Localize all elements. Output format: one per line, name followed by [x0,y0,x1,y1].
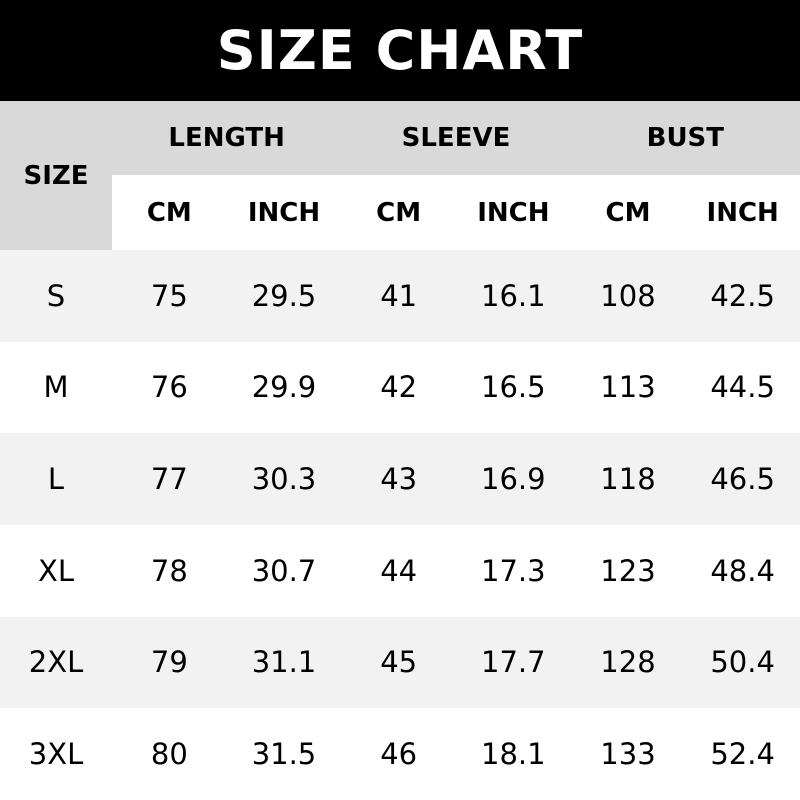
measurement-cell: 29.9 [251,370,317,405]
measurement-cell: 108 [600,278,656,313]
measurement-cell: 44 [380,553,418,588]
measurement-cell: 17.3 [481,553,546,588]
size-chart-title: SIZE CHART [0,0,800,101]
size-cell: XL [37,553,75,588]
table-row: L 77 30.3 43 16.9 118 46.5 [0,433,800,525]
unit-header: INCH [247,197,321,228]
measurement-cell: 41 [380,278,418,313]
measurement-cell: 46.5 [710,462,775,497]
group-header: BUST [646,123,725,153]
table-row: 2XL 79 31.1 45 17.7 128 50.4 [0,616,800,709]
measurement-cell: 31.5 [251,737,317,772]
table-row: S 75 29.5 41 16.1 108 42.5 [0,250,800,342]
measurement-cell: 46 [380,737,418,772]
measurement-cell: 78 [150,553,188,588]
measurement-cell: 133 [600,737,656,772]
measurement-cell: 16.1 [481,278,546,313]
measurement-cell: 31.1 [251,645,317,680]
size-column-header: SIZE [23,160,89,191]
measurement-cell: 113 [600,370,656,405]
measurement-cell: 76 [150,370,188,405]
measurement-cell: 42.5 [710,278,775,313]
measurement-cell: 79 [150,645,188,680]
measurement-cell: 75 [150,278,188,313]
measurement-cell: 48.4 [710,553,775,588]
measurement-cell: 29.5 [251,278,317,313]
measurement-cell: 50.4 [710,645,775,680]
measurement-cell: 80 [150,737,188,772]
measurement-cell: 77 [150,462,188,497]
unit-header: CM [605,197,651,228]
table-row: M 76 29.9 42 16.5 113 44.5 [0,341,800,434]
measurement-cell: 16.5 [481,370,546,405]
measurement-cell: 30.7 [251,553,317,588]
table-row: XL 78 30.7 44 17.3 123 48.4 [0,525,800,617]
unit-header-row [112,175,800,250]
measurement-cell: 30.3 [251,462,317,497]
group-header: LENGTH [168,123,285,153]
unit-header: INCH [477,197,550,228]
size-cell: S [46,278,66,313]
group-header: SLEEVE [401,123,511,153]
unit-header: INCH [706,197,779,228]
size-cell: M [43,370,69,405]
measurement-cell: 128 [600,645,656,680]
table-row: 3XL 80 31.5 46 18.1 133 52.4 [0,708,800,800]
measurement-cell: 52.4 [710,737,775,772]
size-cell: 3XL [28,737,84,772]
unit-header: CM [146,197,192,228]
measurement-cell: 123 [600,553,656,588]
measurement-cell: 18.1 [481,737,546,772]
size-cell: L [47,462,65,497]
measurement-cell: 43 [380,462,418,497]
size-cell: 2XL [28,645,84,680]
measurement-cell: 42 [380,370,418,405]
measurement-cell: 44.5 [710,370,775,405]
measurement-cell: 45 [380,645,418,680]
measurement-cell: 17.7 [481,645,546,680]
unit-header: CM [376,197,422,228]
measurement-cell: 16.9 [481,462,546,497]
measurement-cell: 118 [600,462,656,497]
